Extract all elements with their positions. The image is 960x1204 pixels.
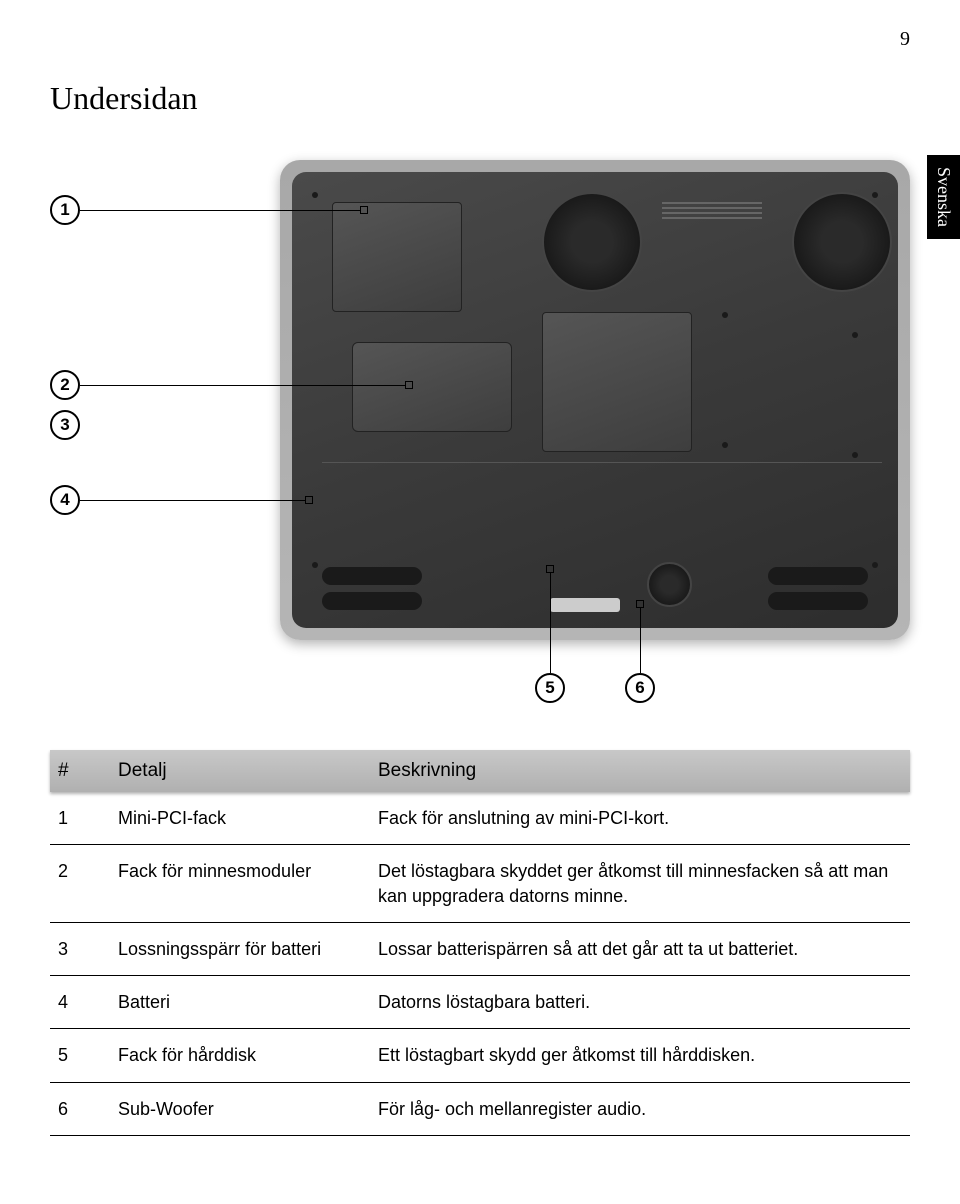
fan-icon (792, 192, 892, 292)
cell-detail: Fack för minnesmoduler (110, 859, 370, 908)
callout-4: 4 (50, 485, 313, 515)
callout-3: 3 (50, 410, 80, 440)
memory-panel (542, 312, 692, 452)
callout-2: 2 (50, 370, 413, 400)
callout-number: 6 (625, 673, 655, 703)
rubber-foot (768, 567, 868, 585)
cell-detail: Fack för hårddisk (110, 1043, 370, 1067)
cell-num: 6 (50, 1097, 110, 1121)
table-header: # Detalj Beskrivning (50, 750, 910, 792)
table-row: 6 Sub-Woofer För låg- och mellanregister… (50, 1083, 910, 1136)
callout-1: 1 (50, 195, 368, 225)
battery-area (322, 462, 882, 552)
header-desc: Beskrivning (370, 750, 910, 792)
callout-number: 3 (50, 410, 80, 440)
table-row: 5 Fack för hårddisk Ett löstagbart skydd… (50, 1029, 910, 1082)
vent-icon (662, 202, 762, 220)
screw-icon (722, 442, 728, 448)
screw-icon (852, 332, 858, 338)
fan-icon (542, 192, 642, 292)
callout-number: 4 (50, 485, 80, 515)
cell-desc: Ett löstagbart skydd ger åtkomst till hå… (370, 1043, 910, 1067)
cell-detail: Batteri (110, 990, 370, 1014)
screw-icon (872, 562, 878, 568)
screw-icon (722, 312, 728, 318)
table-row: 2 Fack för minnesmoduler Det löstagbara … (50, 845, 910, 923)
rubber-foot (768, 592, 868, 610)
table-row: 1 Mini-PCI-fack Fack för anslutning av m… (50, 792, 910, 845)
laptop-base (292, 172, 898, 628)
cell-num: 2 (50, 859, 110, 908)
page-title: Undersidan (50, 80, 198, 117)
callout-number: 5 (535, 673, 565, 703)
laptop-shell (280, 160, 910, 640)
cell-num: 4 (50, 990, 110, 1014)
cell-desc: Lossar batterispärren så att det går att… (370, 937, 910, 961)
callout-number: 2 (50, 370, 80, 400)
laptop-underside-diagram: 1 2 3 4 5 6 (50, 150, 910, 720)
cell-desc: Det löstagbara skyddet ger åtkomst till … (370, 859, 910, 908)
callout-6: 6 (625, 600, 655, 703)
cell-desc: För låg- och mellanregister audio. (370, 1097, 910, 1121)
language-tab: Svenska (927, 155, 960, 239)
rubber-foot (322, 592, 422, 610)
table-row: 3 Lossningsspärr för batteri Lossar batt… (50, 923, 910, 976)
cell-num: 5 (50, 1043, 110, 1067)
table-row: 4 Batteri Datorns löstagbara batteri. (50, 976, 910, 1029)
cell-detail: Mini-PCI-fack (110, 806, 370, 830)
cell-detail: Sub-Woofer (110, 1097, 370, 1121)
page-number: 9 (900, 28, 910, 51)
screw-icon (852, 452, 858, 458)
cell-desc: Datorns löstagbara batteri. (370, 990, 910, 1014)
header-detail: Detalj (110, 750, 370, 792)
cell-num: 3 (50, 937, 110, 961)
cell-desc: Fack för anslutning av mini-PCI-kort. (370, 806, 910, 830)
parts-table: # Detalj Beskrivning 1 Mini-PCI-fack Fac… (50, 750, 910, 1136)
callout-number: 1 (50, 195, 80, 225)
header-num: # (50, 750, 110, 792)
screw-icon (872, 192, 878, 198)
cell-num: 1 (50, 806, 110, 830)
screw-icon (312, 562, 318, 568)
cell-detail: Lossningsspärr för batteri (110, 937, 370, 961)
callout-5: 5 (535, 565, 565, 703)
rubber-foot (322, 567, 422, 585)
